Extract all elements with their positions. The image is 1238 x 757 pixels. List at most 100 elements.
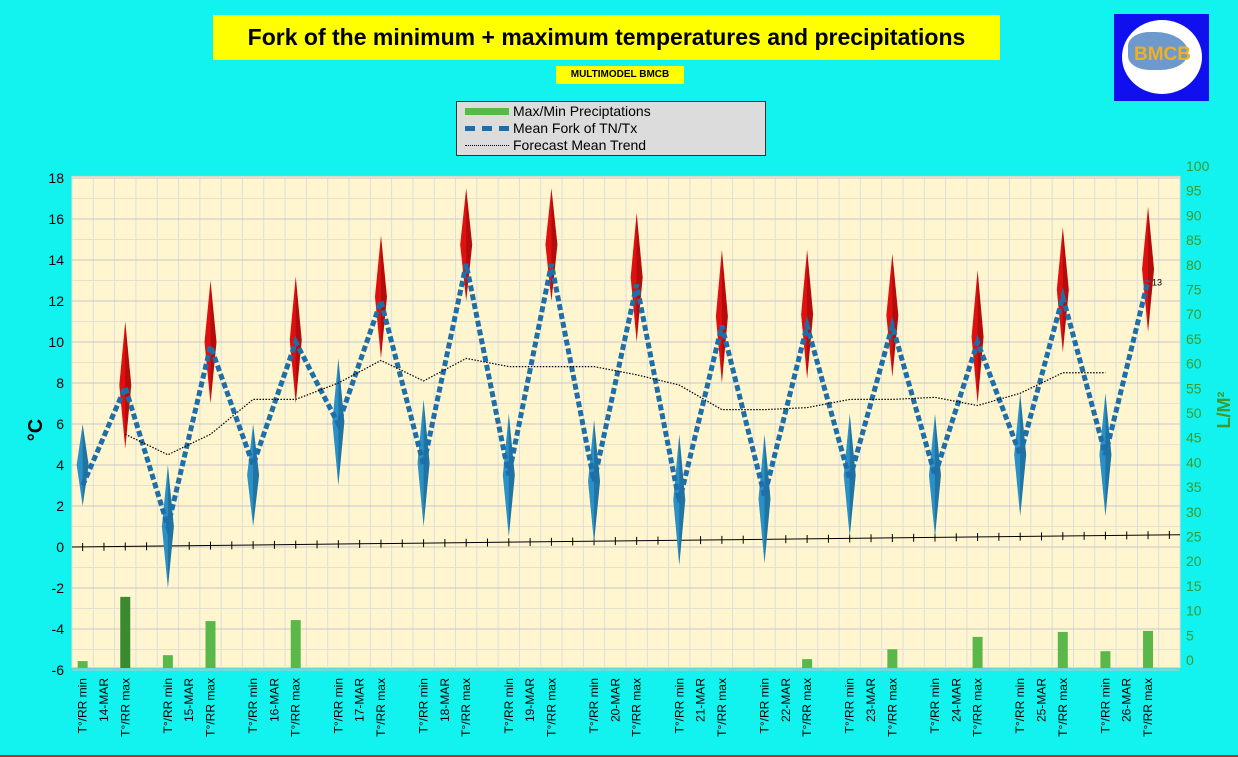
y2-tick-label: 65	[1186, 331, 1202, 347]
y-tick-label: 16	[48, 211, 64, 227]
x-tick-label: T°/RR min	[246, 678, 260, 733]
tx-spread-diamond	[801, 249, 814, 379]
y2-tick-label: 55	[1186, 380, 1202, 396]
tn-spread-diamond-shade	[1105, 393, 1112, 517]
tx-spread-diamond-shade	[1148, 206, 1155, 332]
y-tick-label: 18	[48, 170, 64, 186]
y2-tick-label: 85	[1186, 232, 1202, 248]
legend: Max/Min Preciptations Mean Fork of TN/Tx…	[456, 101, 766, 156]
tx-spread-diamond-shade	[636, 212, 643, 342]
precip-bar	[120, 596, 131, 668]
x-tick-label: T°/RR max	[289, 678, 303, 737]
y2-tick-label: 10	[1186, 603, 1202, 619]
tx-spread-diamond-shade	[977, 270, 984, 404]
x-tick-label: 17-MAR	[353, 678, 367, 722]
x-tick-label: T°/RR max	[118, 678, 132, 737]
x-tick-label: 19-MAR	[523, 678, 537, 722]
fork-line	[80, 263, 1151, 537]
y2-tick-label: 100	[1186, 158, 1210, 174]
trend-line	[125, 357, 1106, 456]
precip-bar	[887, 649, 898, 668]
y-tick-label: -2	[52, 580, 65, 596]
x-tick-label: T°/RR max	[1056, 678, 1070, 737]
tn-spread-diamond-shade	[508, 413, 515, 537]
y-tick-label: 14	[48, 252, 64, 268]
y2-tick-label: 35	[1186, 479, 1202, 495]
legend-swatch	[465, 145, 509, 146]
tn-spread-diamond-shade	[167, 465, 174, 588]
tn-spread-diamond-shade	[594, 419, 601, 543]
tx-spread-diamond-shade	[1062, 227, 1069, 353]
y-tick-label: -6	[52, 662, 65, 678]
tx-spread-diamond-shade	[380, 235, 387, 359]
y-tick-label: -4	[52, 621, 65, 637]
legend-swatch	[465, 126, 509, 131]
y-tick-label: 12	[48, 293, 64, 309]
precip-bar	[1057, 631, 1068, 668]
x-tick-label: T°/RR max	[800, 678, 814, 737]
y2-axis-title: L/M²	[1214, 392, 1234, 429]
tx-spread-diamond	[204, 280, 217, 404]
x-tick-label: T°/RR max	[374, 678, 388, 737]
y2-tick-label: 5	[1186, 627, 1194, 643]
precip-bar	[1143, 630, 1154, 668]
tx-spread-diamond-shade	[295, 276, 302, 404]
y2-tick-label: 60	[1186, 356, 1202, 372]
y-tick-label: 0	[56, 539, 64, 555]
tn-spread-diamond-shade	[253, 424, 260, 527]
y-axis-title: °C	[25, 419, 47, 441]
x-tick-label: T°/RR min	[1098, 678, 1112, 733]
tx-spread-diamond-shade	[807, 249, 814, 379]
legend-swatch	[465, 108, 509, 115]
tn-spread-diamond	[76, 424, 89, 506]
x-tick-label: 21-MAR	[694, 678, 708, 722]
x-tick-label: 15-MAR	[182, 678, 196, 722]
y2-tick-label: 75	[1186, 282, 1202, 298]
x-tick-label: 16-MAR	[267, 678, 281, 722]
y2-tick-label: 50	[1186, 405, 1202, 421]
x-tick-label: T°/RR max	[544, 678, 558, 737]
legend-label: Max/Min Preciptations	[513, 103, 651, 119]
x-tick-label: 22-MAR	[779, 678, 793, 722]
y-tick-label: 8	[56, 375, 64, 391]
x-tick-label: T°/RR max	[630, 678, 644, 737]
legend-item-trend: Forecast Mean Trend	[465, 137, 647, 154]
legend-label: Mean Fork of TN/Tx	[513, 120, 638, 136]
tx-spread-diamond	[1142, 206, 1155, 332]
x-tick-label: T°/RR min	[672, 678, 686, 733]
x-tick-label: 23-MAR	[864, 678, 878, 722]
tx-spread-diamond	[119, 321, 132, 449]
chart-subtitle: MULTIMODEL BMCB	[556, 66, 684, 84]
tn-spread-diamond-shade	[338, 358, 345, 486]
bmcb-logo: BMCB	[1114, 14, 1209, 101]
x-tick-label: 18-MAR	[438, 678, 452, 722]
tn-spread-diamond-shade	[934, 413, 941, 537]
legend-label: Forecast Mean Trend	[513, 137, 647, 153]
tn-spread-diamond-shade	[423, 399, 430, 527]
x-tick-label: T°/RR max	[971, 678, 985, 737]
tn-spread-diamond-shade	[1020, 393, 1027, 517]
tx-spread-diamond-shade	[210, 280, 217, 404]
x-tick-label: T°/RR min	[587, 678, 601, 733]
precip-bar	[290, 620, 301, 668]
x-tick-label: T°/RR min	[843, 678, 857, 733]
tx-spread-diamond	[715, 249, 728, 383]
y2-tick-label: 25	[1186, 529, 1202, 545]
chart-title: Fork of the minimum + maximum temperatur…	[213, 15, 1000, 60]
x-tick-label: T°/RR max	[459, 678, 473, 737]
y2-tick-label: 80	[1186, 257, 1202, 273]
y2-tick-label: 45	[1186, 430, 1202, 446]
x-tick-label: 26-MAR	[1120, 678, 1134, 722]
precip-bar	[162, 655, 173, 668]
x-tick-label: T°/RR min	[1013, 678, 1027, 733]
x-tick-label: T°/RR min	[417, 678, 431, 733]
tx-spread-diamond	[374, 235, 387, 359]
y2-tick-label: 0	[1186, 652, 1194, 668]
y-tick-label: 10	[48, 334, 64, 350]
baseline	[71, 534, 1181, 548]
precip-bar	[972, 636, 983, 668]
precip-bar	[1100, 651, 1111, 668]
x-tick-label: T°/RR max	[204, 678, 218, 737]
